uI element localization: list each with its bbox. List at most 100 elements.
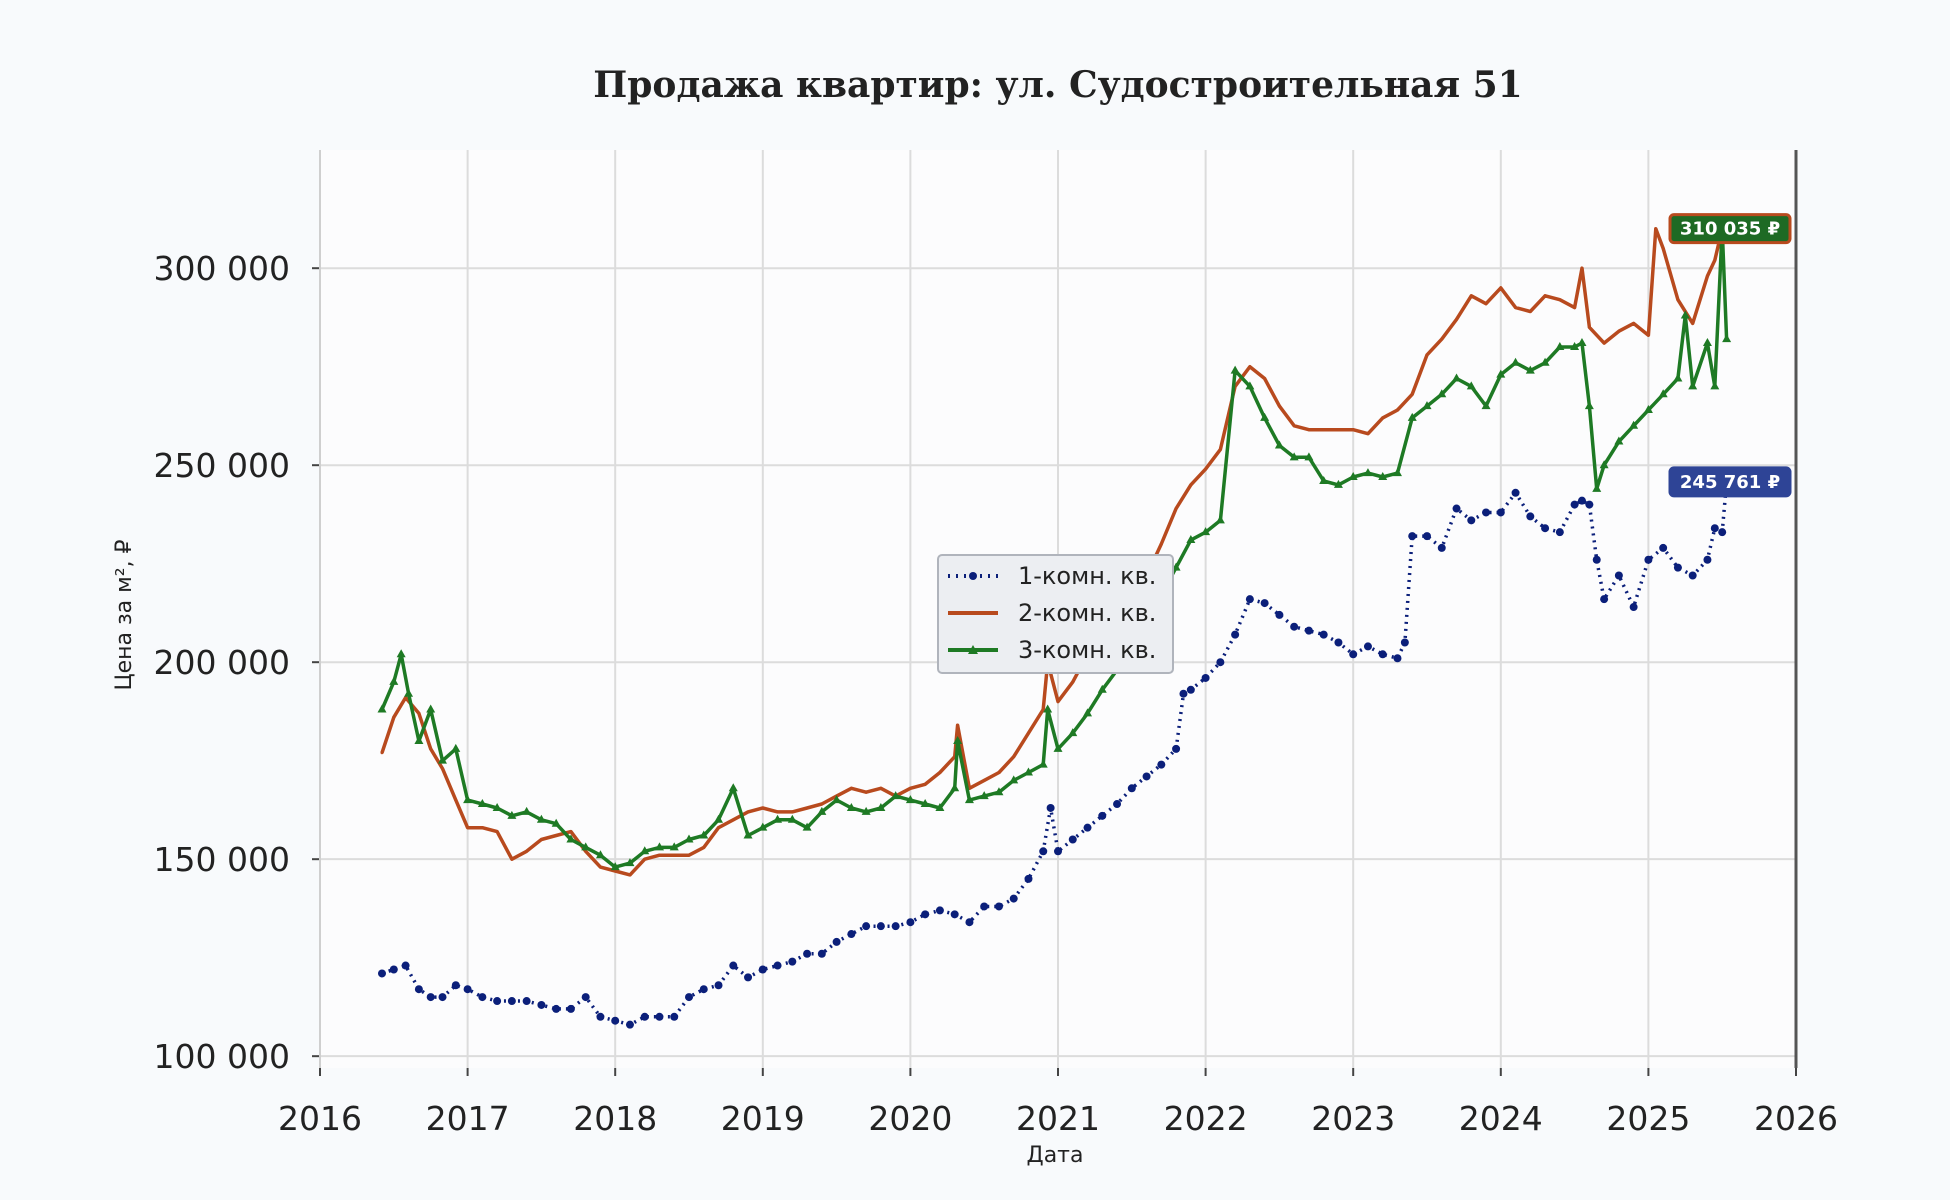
data-point — [1688, 571, 1697, 580]
data-point — [994, 902, 1003, 911]
data-point — [1204, 467, 1208, 471]
data-point — [1452, 373, 1462, 382]
data-point — [994, 787, 1004, 796]
data-point — [492, 802, 502, 811]
x-tick-label: 2016 — [278, 1099, 362, 1138]
data-point — [921, 910, 930, 919]
data-point — [477, 799, 487, 808]
data-point — [1496, 508, 1505, 517]
data-point — [1452, 504, 1461, 513]
data-point — [1455, 317, 1459, 321]
data-point — [1643, 405, 1653, 414]
data-point — [414, 985, 423, 994]
data-point — [714, 814, 724, 823]
data-point — [761, 806, 765, 810]
data-point — [670, 1012, 679, 1021]
data-point — [1511, 357, 1521, 366]
data-point — [1009, 894, 1018, 903]
data-point — [1054, 847, 1062, 856]
data-point — [803, 949, 812, 958]
data-point — [817, 806, 827, 815]
data-point — [1592, 483, 1602, 492]
data-point — [1215, 515, 1225, 524]
data-point — [581, 993, 590, 1002]
data-point — [905, 795, 915, 804]
data-point — [1705, 274, 1709, 278]
data-point — [1097, 684, 1107, 693]
data-point — [699, 985, 708, 994]
data-point — [891, 922, 900, 931]
data-point — [552, 1004, 561, 1013]
data-point — [640, 1012, 649, 1021]
data-point — [536, 814, 546, 823]
data-point — [1351, 428, 1355, 432]
data-point — [451, 981, 460, 990]
chart-title: Продажа квартир: ул. Судостроительная 51 — [593, 64, 1522, 106]
data-point — [1186, 535, 1196, 544]
data-point — [1189, 483, 1193, 487]
data-point — [1688, 381, 1698, 390]
data-point — [1496, 369, 1506, 378]
data-point — [1680, 310, 1690, 319]
data-point — [1056, 700, 1060, 704]
data-point — [1098, 811, 1107, 820]
data-point — [478, 993, 487, 1002]
axes: 2016 2017 2018 2019 2020 2021 2022 2023 2024 2025… — [154, 150, 1838, 1138]
data-point — [1467, 516, 1476, 525]
data-point — [717, 826, 721, 830]
data-point — [1585, 500, 1594, 509]
data-point — [438, 755, 448, 764]
data-point — [628, 873, 632, 877]
data-point — [1366, 432, 1370, 436]
data-point — [1703, 555, 1712, 564]
data-point — [1676, 298, 1680, 302]
data-point — [773, 814, 783, 823]
data-point — [820, 802, 824, 806]
data-point — [1248, 365, 1252, 369]
data-point — [1289, 452, 1299, 461]
data-point — [1673, 563, 1682, 572]
data-point — [746, 810, 750, 814]
data-point — [1440, 337, 1444, 341]
data-point — [908, 786, 912, 790]
x-tick-label: 2021 — [1016, 1099, 1100, 1138]
data-point — [864, 790, 868, 794]
y-tick-label: 200 000 — [154, 643, 290, 682]
data-point — [1157, 760, 1166, 769]
data-point — [1600, 595, 1609, 604]
data-point — [1526, 512, 1535, 521]
data-point — [1691, 321, 1695, 325]
data-point — [554, 834, 558, 838]
data-point — [982, 778, 986, 782]
data-point — [657, 853, 661, 857]
data-point — [438, 993, 447, 1002]
data-point — [451, 743, 461, 752]
data-point — [953, 735, 963, 744]
data-point — [1541, 524, 1550, 533]
data-point — [1577, 338, 1587, 347]
data-point — [1260, 599, 1269, 608]
data-point — [956, 723, 960, 727]
data-point — [1646, 333, 1650, 337]
data-point — [1231, 630, 1240, 639]
data-point — [1179, 689, 1188, 698]
data-point — [879, 786, 883, 790]
data-point — [1068, 728, 1078, 737]
data-point — [832, 937, 841, 946]
data-point — [847, 930, 856, 939]
data-point — [1558, 298, 1562, 302]
data-point — [1363, 642, 1372, 651]
data-point — [1713, 258, 1717, 262]
data-point — [1186, 685, 1195, 694]
data-point — [923, 782, 927, 786]
data-point — [669, 842, 679, 851]
data-point — [773, 961, 782, 970]
data-point — [997, 771, 1001, 775]
data-point — [1587, 325, 1591, 329]
data-point — [1654, 227, 1658, 231]
data-point — [507, 810, 517, 819]
data-point — [1274, 440, 1284, 449]
data-point — [414, 735, 424, 744]
data-point — [950, 783, 960, 792]
data-point — [1614, 436, 1624, 445]
